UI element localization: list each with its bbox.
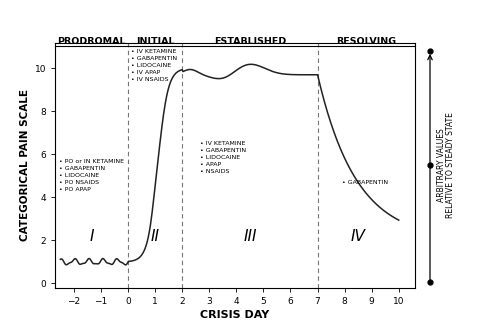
Text: RELATIVE TO STEADY STATE: RELATIVE TO STEADY STATE: [446, 112, 454, 218]
Text: • IV KETAMINE
• GABAPENTIN
• LIDOCAINE
• APAP
• NSAIDS: • IV KETAMINE • GABAPENTIN • LIDOCAINE •…: [200, 142, 246, 175]
Text: II: II: [150, 229, 160, 244]
Text: I: I: [90, 229, 94, 244]
Text: ESTABLISHED: ESTABLISHED: [214, 37, 286, 46]
Text: INITIAL: INITIAL: [136, 37, 174, 46]
X-axis label: CRISIS DAY: CRISIS DAY: [200, 310, 270, 320]
Text: ARBITRARY VALUES: ARBITRARY VALUES: [436, 128, 446, 202]
Text: • GABAPENTIN: • GABAPENTIN: [342, 180, 388, 185]
Text: RESOLVING: RESOLVING: [336, 37, 396, 46]
Text: IV: IV: [350, 229, 366, 244]
Text: • PO or IN KETAMINE
• GABAPENTIN
• LIDOCAINE
• PO NSAIDS
• PO APAP: • PO or IN KETAMINE • GABAPENTIN • LIDOC…: [59, 159, 124, 192]
Text: • IV KETAMINE
• GABAPENTIN
• LIDOCAINE
• IV APAP
• IV NSAIDS: • IV KETAMINE • GABAPENTIN • LIDOCAINE •…: [131, 49, 177, 82]
Y-axis label: CATEGORICAL PAIN SCALE: CATEGORICAL PAIN SCALE: [20, 89, 30, 241]
Text: PRODROMAL: PRODROMAL: [58, 37, 126, 46]
Text: III: III: [243, 229, 256, 244]
